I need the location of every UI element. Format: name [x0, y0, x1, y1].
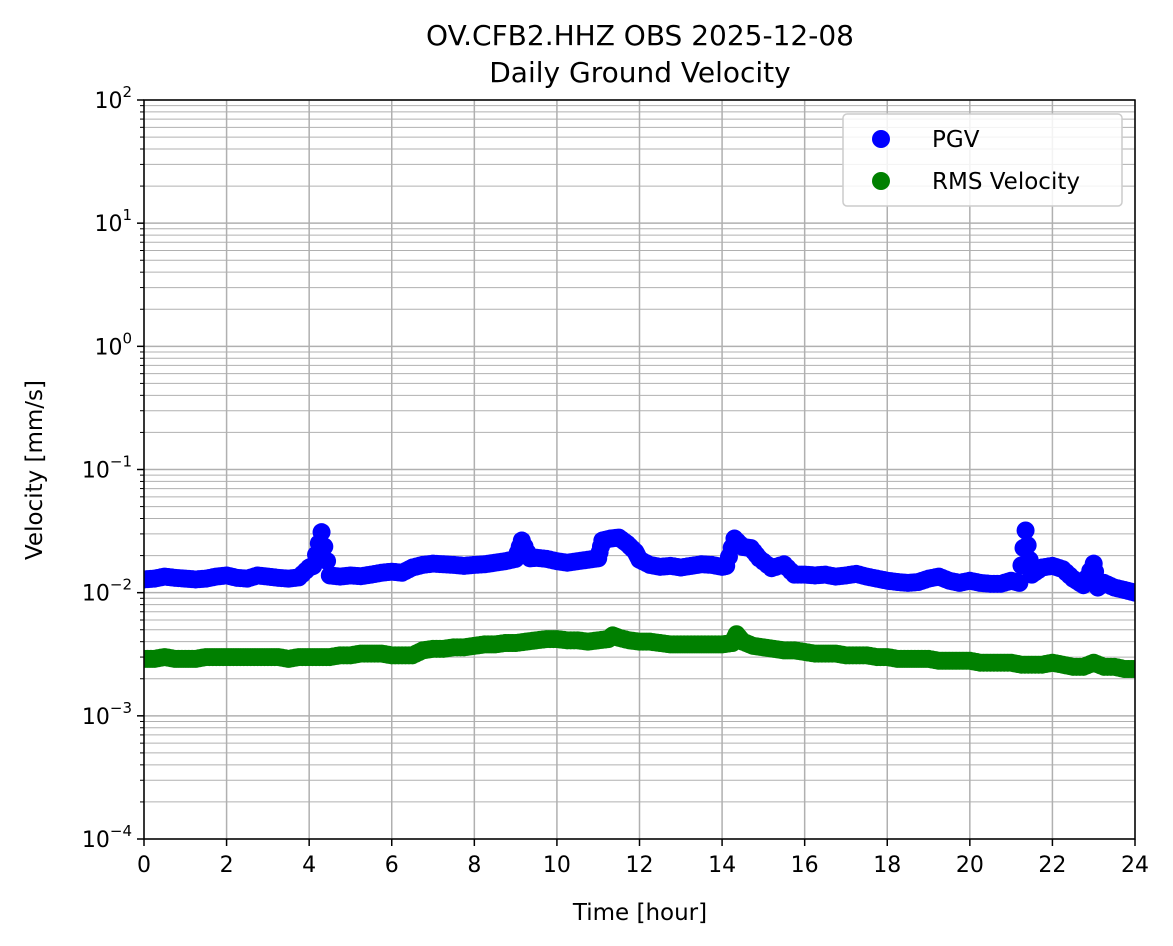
data-point [1016, 521, 1035, 540]
legend: PGV RMS Velocity [842, 113, 1123, 207]
x-tick-label: 20 [956, 853, 984, 878]
x-axis-label: Time [hour] [572, 900, 707, 926]
legend-marker-rms [872, 172, 890, 190]
x-tick-label: 22 [1038, 853, 1066, 878]
data-point [1126, 660, 1135, 679]
data-point [1018, 536, 1037, 555]
y-tick-label: 101 [94, 206, 132, 237]
data-point [318, 552, 337, 571]
x-tick-label: 6 [385, 853, 399, 878]
x-tick-label: 16 [791, 853, 819, 878]
chart-subtitle: Daily Ground Velocity [489, 56, 790, 89]
y-tick-label: 10−3 [82, 699, 132, 730]
y-tick-label: 10−1 [82, 453, 132, 484]
x-tick-label: 18 [873, 853, 901, 878]
y-tick-label: 102 [94, 83, 132, 114]
y-tick-label: 100 [94, 329, 132, 360]
data-point [312, 523, 331, 542]
legend-marker-pgv [872, 130, 890, 148]
chart-title: OV.CFB2.HHZ OBS 2025-12-08 [426, 19, 854, 52]
x-tick-label: 12 [626, 853, 654, 878]
data-point [1126, 583, 1135, 602]
rms-series [144, 625, 1135, 679]
y-tick-labels: 10−4 10−3 10−2 10−1 100 101 102 [82, 83, 132, 853]
legend-label-pgv: PGV [932, 127, 980, 153]
x-tick-label: 10 [543, 853, 571, 878]
legend-box [842, 113, 1123, 207]
x-tick-label: 4 [302, 853, 316, 878]
x-tick-label: 2 [220, 853, 234, 878]
x-tick-label: 14 [708, 853, 736, 878]
data-point [315, 537, 334, 556]
x-tick-label: 8 [467, 853, 481, 878]
y-tick-label: 10−4 [82, 822, 132, 853]
x-tick-label: 0 [137, 853, 151, 878]
y-tick-label: 10−2 [82, 576, 132, 607]
grid [143, 99, 1136, 840]
pgv-series [144, 521, 1135, 602]
axis-ticks [137, 99, 1136, 846]
legend-label-rms: RMS Velocity [932, 169, 1080, 195]
y-axis-label: Velocity [mm/s] [22, 380, 48, 560]
x-tick-labels: 0 2 4 6 8 10 12 14 16 18 20 22 24 [137, 853, 1149, 878]
data-points [144, 521, 1135, 679]
x-tick-label: 24 [1121, 853, 1149, 878]
